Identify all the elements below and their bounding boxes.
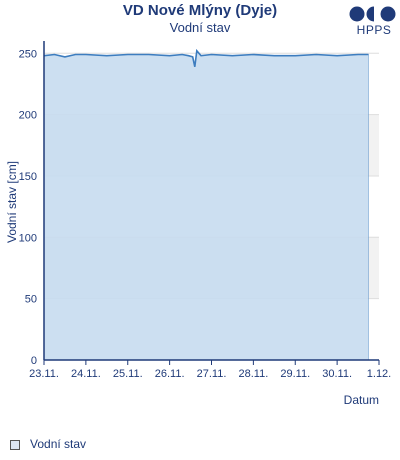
x-tick-labels: 23.11. 24.11. 25.11. 26.11. 27.11. 28.11. 29.1… <box>29 360 391 380</box>
legend-swatch <box>10 440 20 450</box>
y-tick-label: 200 <box>19 110 37 122</box>
x-tick-label: 24.11. <box>71 368 101 380</box>
x-tick-label: 29.11. <box>280 368 310 380</box>
logo-mark-icon <box>349 6 396 22</box>
y-tick-label: 250 <box>19 48 37 60</box>
y-tick-labels: 0 50 100 150 200 250 <box>19 48 37 367</box>
chart-title: VD Nové Mlýny (Dyje) <box>122 2 278 19</box>
x-axis-label: Datum <box>344 393 379 407</box>
y-tick-label: 100 <box>19 232 37 244</box>
hpps-logo: HPPS <box>348 6 400 42</box>
y-tick-label: 50 <box>25 294 37 306</box>
logo-text: HPPS <box>356 23 392 37</box>
x-tick-label: 28.11. <box>238 368 268 380</box>
water-level-chart: 0 50 100 150 200 250 23.11. 24.11. 25.11. 26.11.… <box>5 41 391 407</box>
x-tick-label: 25.11. <box>113 368 143 380</box>
chart-subtitle: Vodní stav <box>169 20 231 35</box>
series-area <box>43 49 369 361</box>
series-line <box>43 48 369 67</box>
y-axis-label: Vodní stav [cm] <box>5 161 19 243</box>
x-tick-label: 1.12. <box>367 368 391 380</box>
legend-label: Vodní stav <box>30 437 87 451</box>
x-tick-label: 30.11. <box>322 368 352 380</box>
x-tick-label: 26.11. <box>155 368 185 380</box>
y-tick-label: 0 <box>31 355 37 367</box>
y-tick-label: 150 <box>19 171 37 183</box>
x-tick-label: 27.11. <box>197 368 227 380</box>
x-tick-label: 23.11. <box>29 368 59 380</box>
